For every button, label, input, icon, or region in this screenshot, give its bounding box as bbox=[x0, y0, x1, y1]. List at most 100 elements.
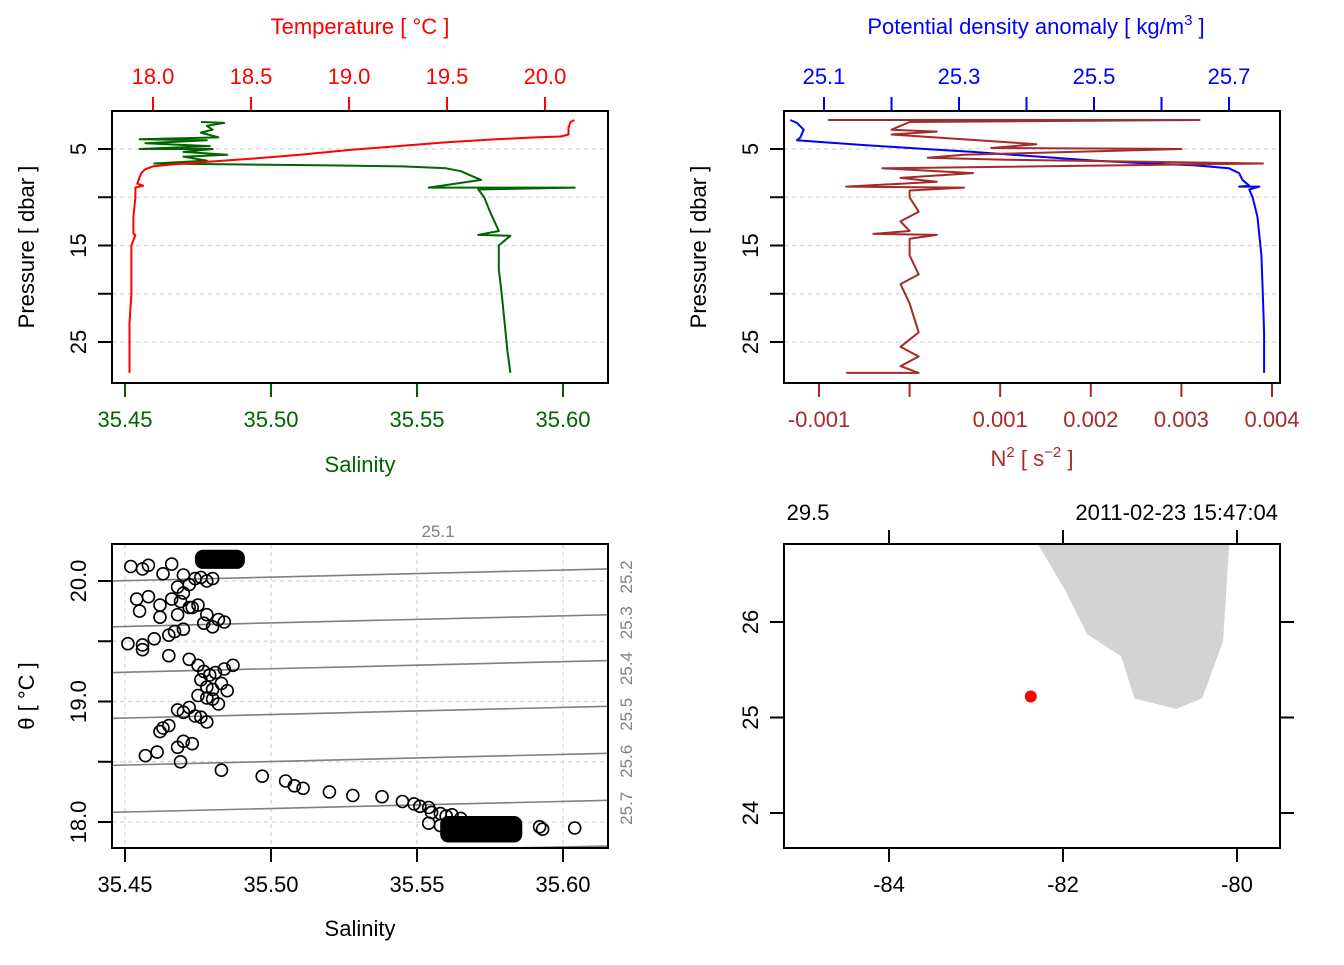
coastline-land bbox=[1037, 543, 1230, 709]
x-tick-label-top: 25.3 bbox=[938, 64, 981, 89]
ts-point bbox=[132, 604, 147, 618]
ts-point bbox=[141, 558, 156, 573]
temperature-axis-title: Temperature [ °C ] bbox=[271, 14, 450, 39]
ts-point bbox=[345, 788, 360, 803]
x-tick-label-bottom: 35.45 bbox=[97, 407, 152, 432]
y-tick-label: 5 bbox=[66, 143, 91, 155]
ts-point bbox=[532, 819, 547, 834]
isopycnal-label: 25.6 bbox=[617, 745, 636, 778]
ts-point bbox=[322, 785, 337, 799]
ts-point bbox=[156, 566, 170, 581]
latitude-tick-label: 25 bbox=[738, 705, 763, 729]
ts-point bbox=[200, 574, 214, 588]
x-tick-label-bottom: -0.001 bbox=[788, 407, 850, 432]
isopycnal-line bbox=[112, 482, 608, 535]
x-tick-label-top: 25.7 bbox=[1208, 64, 1251, 89]
station-time-label: 2011-02-23 15:47:04 bbox=[1075, 500, 1278, 525]
y-tick-label: 20.0 bbox=[66, 560, 91, 603]
ts-point bbox=[156, 721, 170, 735]
ts-point bbox=[185, 600, 199, 615]
panel-temperature-salinity-profile: 5 15 25 Pressure [ dbar ] 18.0 18.5 19.0 19.5 20… bbox=[14, 14, 609, 477]
ts-point bbox=[205, 619, 220, 634]
latitude-tick-label: 24 bbox=[738, 801, 763, 825]
ts-point bbox=[217, 662, 232, 676]
x-tick-label-bottom: 0.001 bbox=[973, 407, 1028, 432]
n2-axis-title-label-main: N bbox=[991, 446, 1007, 471]
ts-point bbox=[407, 797, 421, 811]
salinity-profile-line bbox=[138, 121, 576, 374]
y-axis-title: Pressure [ dbar ] bbox=[14, 166, 39, 329]
ts-point bbox=[167, 624, 182, 639]
latitude-tick-label: 26 bbox=[738, 610, 763, 634]
ts-point bbox=[200, 680, 214, 694]
isopycnal-line bbox=[112, 799, 608, 814]
x-tick-label-bottom: 35.50 bbox=[243, 407, 298, 432]
x-tick-label-top: 25.5 bbox=[1073, 64, 1116, 89]
x-tick-label-bottom: 35.45 bbox=[97, 872, 152, 897]
ts-point bbox=[208, 665, 223, 680]
y-axis-title: Pressure [ dbar ] bbox=[686, 166, 711, 329]
ts-point bbox=[173, 754, 188, 769]
ts-point bbox=[200, 691, 214, 705]
n2-profile-line bbox=[828, 119, 1264, 374]
y-axis-title: θ [ °C ] bbox=[14, 662, 39, 729]
ts-point bbox=[535, 822, 550, 837]
n2-axis-title-label-sup2: −2 bbox=[1044, 444, 1061, 461]
n2-axis-title: N2 [ s−2 ] bbox=[991, 444, 1074, 471]
y-tick-label: 19.0 bbox=[66, 680, 91, 723]
isopycnal-line bbox=[112, 613, 608, 628]
ts-point bbox=[147, 631, 161, 646]
n2-axis-title-label-mid: [ s bbox=[1015, 446, 1044, 471]
ts-point bbox=[135, 638, 150, 652]
panel-ts-diagram: 25.1 25.2 25.3 25.4 25.5 25.6 25.7 18.0 19.0 20.0… bbox=[14, 482, 636, 941]
ts-point bbox=[453, 811, 468, 826]
y-tick-label: 25 bbox=[738, 330, 763, 354]
ts-point bbox=[185, 736, 199, 751]
ts-point bbox=[205, 571, 220, 586]
ts-point bbox=[567, 821, 582, 835]
dense-point-cluster bbox=[440, 816, 523, 843]
ts-point bbox=[226, 658, 240, 673]
x-axis-title: Salinity bbox=[325, 916, 396, 941]
ts-point bbox=[182, 600, 196, 615]
ts-point bbox=[138, 748, 153, 763]
ts-point bbox=[176, 622, 191, 637]
ts-point bbox=[200, 715, 214, 729]
ts-point bbox=[191, 598, 205, 612]
ts-point bbox=[164, 557, 179, 571]
isopycnal-label: 25.7 bbox=[617, 792, 636, 825]
ts-point bbox=[413, 799, 427, 814]
longitude-tick-label: -84 bbox=[873, 872, 905, 897]
isopycnal-label: 25.2 bbox=[617, 560, 636, 593]
ts-point bbox=[191, 688, 205, 703]
isopycnal-label: 25.3 bbox=[617, 606, 636, 639]
x-tick-label-top: 25.1 bbox=[803, 64, 846, 89]
ts-point bbox=[220, 683, 234, 698]
ts-point bbox=[188, 709, 202, 723]
density-axis-title-end: ] bbox=[1192, 14, 1204, 39]
ts-point bbox=[182, 652, 196, 667]
plot-frame bbox=[111, 110, 609, 384]
ts-point bbox=[121, 636, 135, 651]
ts-point bbox=[153, 610, 167, 625]
plot-frame bbox=[111, 543, 609, 849]
x-tick-label-bottom: 0.004 bbox=[1244, 407, 1299, 432]
isopycnal-label: 25.5 bbox=[617, 698, 636, 731]
ts-point bbox=[200, 607, 214, 622]
ts-point bbox=[135, 642, 150, 657]
ts-point bbox=[375, 789, 389, 804]
x-tick-label-bottom: 35.55 bbox=[389, 872, 444, 897]
ts-point bbox=[211, 697, 226, 711]
ts-point bbox=[445, 807, 459, 822]
x-tick-label-bottom: 35.55 bbox=[389, 407, 444, 432]
density-axis-title-superscript: 3 bbox=[1184, 12, 1192, 29]
ts-point bbox=[129, 592, 144, 606]
ts-point bbox=[439, 809, 454, 823]
plot-frame bbox=[783, 543, 1281, 849]
y-tick-label: 5 bbox=[738, 143, 763, 155]
station-depth-label: 29.5 bbox=[787, 500, 830, 525]
x-tick-label-bottom: 35.50 bbox=[243, 872, 298, 897]
ts-point bbox=[150, 745, 164, 759]
